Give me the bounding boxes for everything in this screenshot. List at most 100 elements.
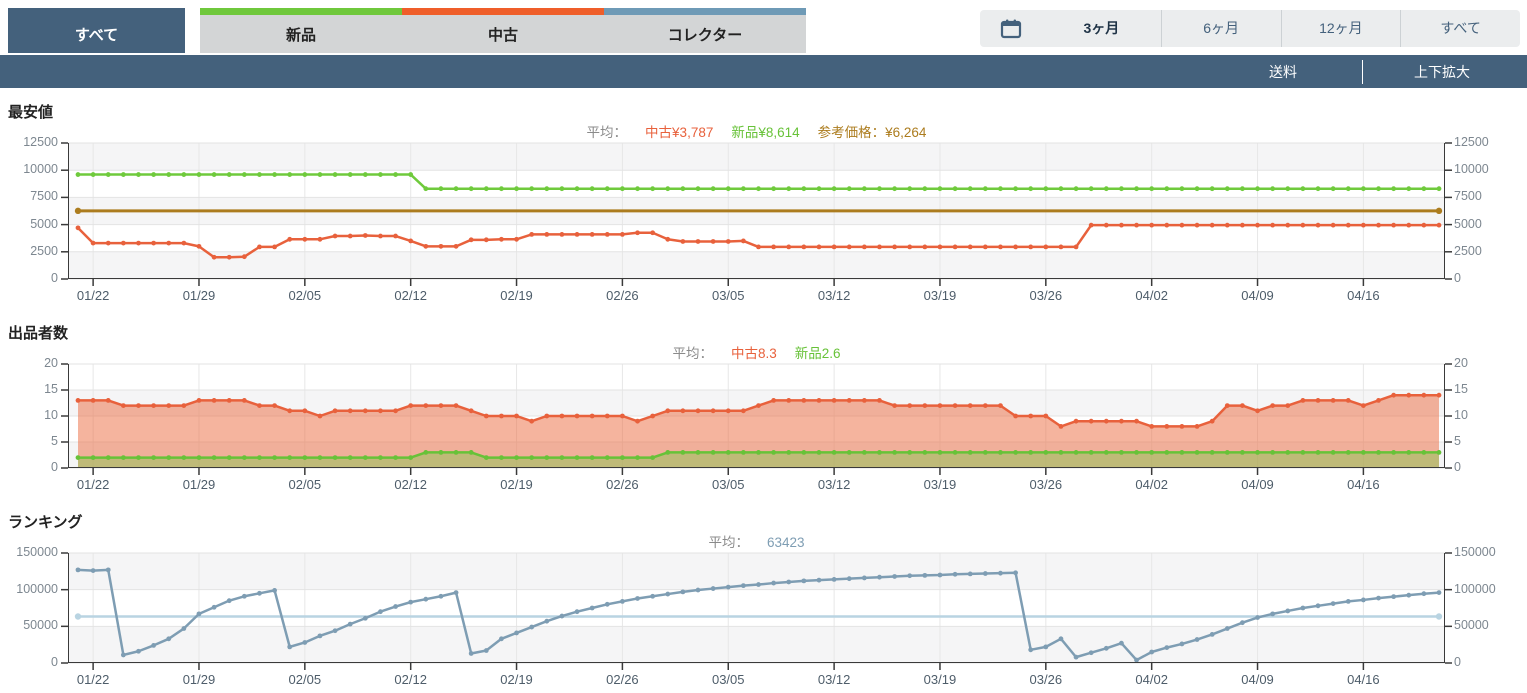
legend-item: 平均：: [672, 346, 713, 361]
y-tick-label: 15: [1454, 382, 1468, 396]
tab-collector[interactable]: コレクター: [604, 8, 806, 53]
chart-plot-svg: [61, 363, 1452, 475]
x-tick-label: 03/26: [1029, 288, 1063, 303]
x-tick-label: 02/05: [288, 672, 322, 687]
x-tick-label: 03/05: [711, 672, 745, 687]
x-tick-label: 02/26: [606, 672, 639, 687]
y-tick-label: 2500: [30, 243, 58, 258]
legend-item: 新品2.6: [794, 346, 841, 361]
x-tick-label: 02/12: [394, 288, 427, 303]
y-tick-label: 20: [44, 356, 58, 370]
x-tick-label: 02/12: [394, 672, 427, 687]
chart-title-seller-count: 出品者数: [8, 325, 69, 342]
tab-new[interactable]: 新品: [200, 8, 402, 53]
y-tick-label: 12500: [23, 135, 58, 149]
x-tick-label: 04/16: [1347, 477, 1380, 492]
x-tick-label: 04/02: [1135, 672, 1168, 687]
tab-label: コレクター: [604, 15, 806, 53]
seller-count-chart: 0 0 5 5 10 10 15 15 20 20 01/22 01/29 02/05 02/12 02/1…: [0, 356, 1527, 498]
y-tick-label: 10: [44, 408, 58, 422]
ranking-chart: 0 0 50000 50000 100000 100000 150000 150000 01/2…: [0, 545, 1527, 693]
x-tick-label: 02/12: [394, 477, 427, 492]
lowest-price-legend: 平均： 中古¥3,787 新品¥8,614 参考価格：¥6,264: [68, 122, 1445, 143]
tab-accent-strip: [200, 8, 402, 15]
y-tick-label: 7500: [30, 189, 58, 204]
chart-toolbar: 送料 上下拡大: [0, 55, 1527, 88]
x-tick-label: 02/19: [500, 672, 533, 687]
y-tick-label: 10: [1454, 408, 1468, 422]
y-tick-label: 150000: [1454, 545, 1496, 559]
x-tick-label: 04/09: [1241, 672, 1274, 687]
y-tick-label: 0: [51, 655, 58, 669]
x-tick-label: 02/26: [606, 477, 639, 492]
legend-item: 平均：: [708, 535, 749, 550]
legend-item: 新品¥8,614: [731, 125, 800, 140]
y-tick-label: 7500: [1454, 189, 1482, 204]
y-tick-label: 2500: [1454, 243, 1482, 258]
x-tick-label: 03/19: [923, 288, 957, 303]
legend-item: 63423: [766, 535, 805, 550]
period-option-6m[interactable]: 6ヶ月: [1160, 10, 1281, 47]
shipping-toggle-link[interactable]: 送料: [1269, 63, 1297, 80]
x-tick-label: 01/22: [76, 288, 110, 303]
chart-plot-svg: [61, 552, 1452, 670]
x-tick-label: 01/29: [182, 672, 216, 687]
y-tick-label: 100000: [1454, 581, 1496, 596]
toolbar-divider: [1362, 59, 1363, 84]
y-tick-label: 0: [1454, 655, 1461, 669]
legend-item: 参考価格：¥6,264: [817, 125, 927, 140]
tab-label: 新品: [200, 15, 402, 53]
period-option-3m[interactable]: 3ヶ月: [1083, 20, 1120, 36]
seller-count-legend: 平均： 中古8.3 新品2.6: [68, 343, 1445, 364]
period-option-12m[interactable]: 12ヶ月: [1280, 10, 1401, 47]
ranking-legend: 平均： 63423: [68, 532, 1445, 553]
chart-plot-svg: [61, 142, 1452, 286]
x-tick-label: 04/16: [1347, 288, 1380, 303]
y-tick-label: 50000: [1454, 618, 1489, 633]
x-tick-label: 04/16: [1347, 672, 1380, 687]
x-tick-label: 04/02: [1135, 288, 1168, 303]
tab-all[interactable]: すべて: [8, 8, 185, 53]
tab-used[interactable]: 中古: [402, 8, 604, 53]
y-tick-label: 12500: [1454, 135, 1489, 149]
zoom-vertical-link[interactable]: 上下拡大: [1414, 63, 1470, 80]
y-tick-label: 0: [51, 460, 58, 474]
x-tick-label: 03/26: [1029, 477, 1063, 492]
x-tick-label: 03/19: [923, 672, 957, 687]
x-tick-label: 03/19: [923, 477, 957, 492]
period-option-all[interactable]: すべて: [1400, 10, 1520, 47]
x-tick-label: 01/29: [182, 477, 216, 492]
y-tick-label: 0: [1454, 460, 1461, 474]
tab-accent-strip: [604, 8, 806, 15]
y-tick-label: 5: [1454, 434, 1461, 448]
x-tick-label: 03/05: [711, 477, 745, 492]
lowest-price-section: 最安値 平均： 中古¥3,787 新品¥8,614 参考価格：¥6,264 0 0 250…: [0, 101, 1527, 309]
chart-title-lowest-price: 最安値: [8, 104, 54, 121]
x-tick-label: 02/19: [500, 477, 533, 492]
tab-label: すべて: [8, 15, 185, 53]
y-tick-label: 5000: [1454, 216, 1482, 231]
calendar-icon: [980, 17, 1042, 41]
chart-title-ranking: ランキング: [8, 514, 83, 531]
legend-item: 中古¥3,787: [645, 125, 714, 140]
legend-item: 中古8.3: [730, 346, 777, 361]
y-tick-label: 20: [1454, 356, 1468, 370]
y-tick-label: 0: [51, 271, 58, 285]
x-tick-label: 03/12: [817, 672, 851, 687]
lowest-price-chart: 0 0 2500 2500 5000 5000 7500 7500 10000 10000 1250…: [0, 135, 1527, 309]
x-tick-label: 03/26: [1029, 672, 1063, 687]
x-tick-label: 02/05: [288, 477, 322, 492]
y-tick-label: 50000: [23, 618, 58, 633]
x-tick-label: 02/26: [606, 288, 639, 303]
x-tick-label: 01/22: [76, 477, 110, 492]
y-tick-label: 15: [44, 382, 58, 396]
y-tick-label: 5000: [30, 216, 58, 231]
seller-count-section: 出品者数 平均： 中古8.3 新品2.6 0 0 5 5 10 10 15 15 20 20 01/22…: [0, 322, 1527, 498]
x-tick-label: 04/09: [1241, 477, 1274, 492]
x-tick-label: 02/05: [288, 288, 322, 303]
x-tick-label: 03/12: [817, 288, 851, 303]
legend-item: 平均：: [586, 125, 628, 140]
x-tick-label: 02/19: [500, 288, 533, 303]
y-tick-label: 10000: [23, 162, 58, 177]
y-tick-label: 150000: [16, 545, 58, 559]
